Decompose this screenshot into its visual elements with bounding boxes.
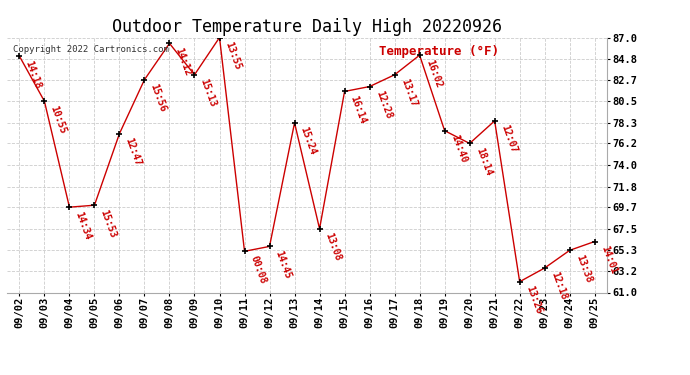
Text: 12:47: 12:47 bbox=[124, 136, 143, 167]
Title: Outdoor Temperature Daily High 20220926: Outdoor Temperature Daily High 20220926 bbox=[112, 18, 502, 36]
Text: 12:18: 12:18 bbox=[549, 271, 569, 302]
Text: 10:55: 10:55 bbox=[48, 104, 68, 135]
Text: 13:26: 13:26 bbox=[524, 285, 543, 315]
Text: 15:13: 15:13 bbox=[199, 78, 218, 109]
Text: 13:38: 13:38 bbox=[574, 253, 593, 284]
Text: 12:28: 12:28 bbox=[374, 89, 393, 120]
Text: 14:01: 14:01 bbox=[599, 244, 618, 275]
Text: 13:55: 13:55 bbox=[224, 40, 243, 71]
Text: 15:24: 15:24 bbox=[299, 126, 318, 157]
Text: 14:45: 14:45 bbox=[274, 249, 293, 280]
Text: 00:08: 00:08 bbox=[248, 254, 268, 285]
Text: 14:18: 14:18 bbox=[23, 59, 43, 90]
Text: Copyright 2022 Cartronics.com: Copyright 2022 Cartronics.com bbox=[13, 45, 169, 54]
Text: 18:14: 18:14 bbox=[474, 146, 493, 177]
Text: 12:07: 12:07 bbox=[499, 124, 518, 154]
Text: Temperature (°F): Temperature (°F) bbox=[379, 45, 499, 58]
Text: 15:53: 15:53 bbox=[99, 208, 118, 239]
Text: 15:56: 15:56 bbox=[148, 82, 168, 114]
Text: 14:40: 14:40 bbox=[448, 134, 469, 165]
Text: 13:08: 13:08 bbox=[324, 231, 343, 262]
Text: 14:34: 14:34 bbox=[74, 210, 93, 241]
Text: 16:02: 16:02 bbox=[424, 58, 443, 89]
Text: 13:17: 13:17 bbox=[399, 78, 418, 109]
Text: 14:12: 14:12 bbox=[174, 46, 193, 77]
Text: 16:14: 16:14 bbox=[348, 94, 368, 125]
